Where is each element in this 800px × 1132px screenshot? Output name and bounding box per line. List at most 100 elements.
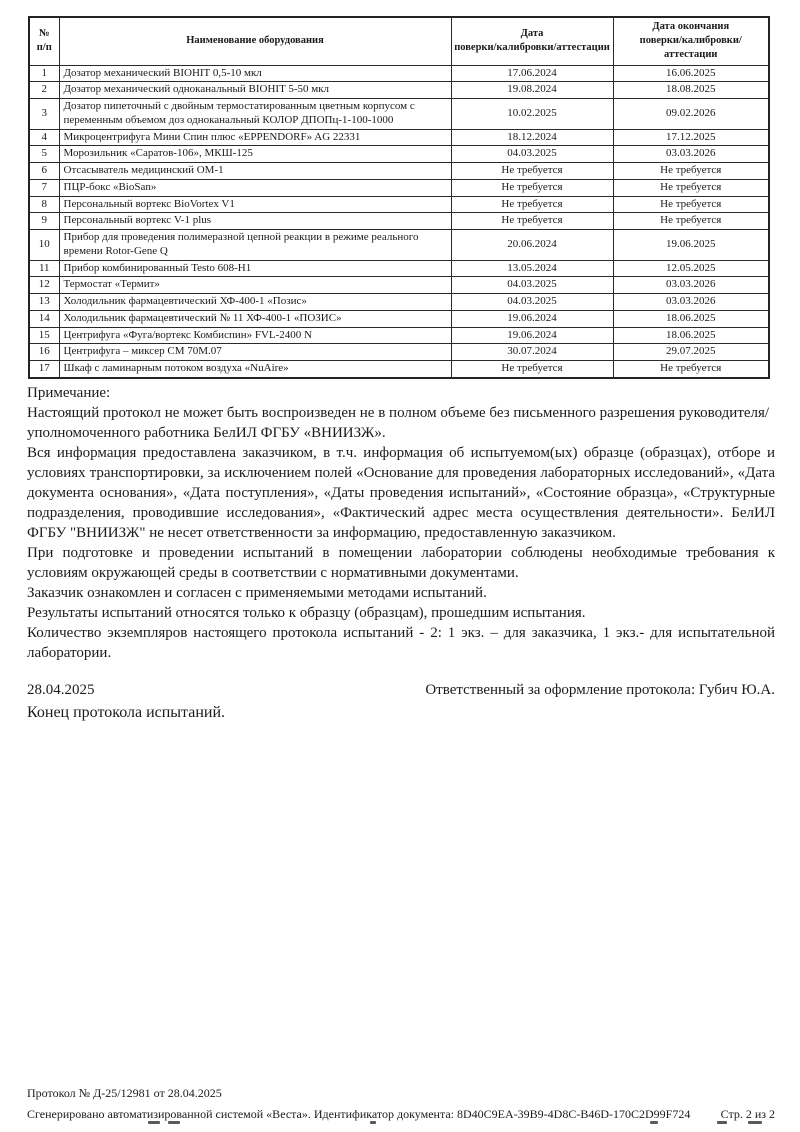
row-number: 10 — [28, 229, 60, 261]
table-row: 2 Дозатор механический одноканальный BIOH… — [28, 81, 770, 100]
header-verification-end-date-line2: поверки/калибровки/аттестации — [639, 35, 742, 61]
header-number-line2: п/п — [36, 42, 52, 54]
note-paragraph: Вся информация предоставлена заказчиком,… — [27, 444, 775, 541]
header-verification-date: Дата поверки/калибровки/аттестации — [450, 16, 614, 66]
verification-date: 04.03.2025 — [450, 276, 614, 295]
equipment-name: Термостат «Термит» — [58, 276, 452, 295]
row-number: 16 — [28, 343, 60, 362]
table-row: 6 Отсасыватель медицинский ОМ-1 Не требует… — [28, 162, 770, 180]
notes-heading: Примечание: — [27, 384, 111, 401]
table-row: 14 Холодильник фармацевтический № 11 ХФ-4… — [28, 309, 770, 328]
header-equipment-name: Наименование оборудования — [58, 16, 452, 66]
footer-protocol-number: Протокол № Д-25/12981 от 28.04.2025 — [27, 1086, 222, 1100]
row-number: 1 — [28, 64, 60, 83]
verification-end-date: Не требуется — [612, 178, 770, 197]
verification-date: 17.06.2024 — [450, 64, 614, 83]
row-number: 5 — [28, 145, 60, 164]
verification-end-date: 16.06.2025 — [612, 64, 770, 83]
verification-date: 04.03.2025 — [450, 293, 614, 311]
verification-end-date: 18.06.2025 — [612, 326, 770, 345]
header-row: № п/п Наименование оборудования Дата пов… — [28, 16, 770, 66]
verification-date: Не требуется — [450, 360, 614, 379]
note-paragraph: Настоящий протокол не может быть воспрои… — [27, 404, 770, 441]
table-row: 17 Шкаф с ламинарным потоком воздуха «NuA… — [28, 360, 770, 379]
equipment-name: Прибор комбинированный Testo 608-H1 — [58, 259, 452, 278]
scan-artifact — [148, 1121, 160, 1124]
row-number: 12 — [28, 276, 60, 295]
table-row: 1 Дозатор механический BIOHIT 0,5-10 мкл 1… — [28, 64, 770, 83]
header-equipment-name-line1: Наименование оборудования — [186, 35, 324, 47]
verification-date: 18.12.2024 — [450, 128, 614, 147]
equipment-name: Центрифуга – миксер СМ 70М.07 — [58, 343, 452, 362]
verification-end-date: 29.07.2025 — [612, 343, 770, 362]
verification-date: 19.06.2024 — [450, 326, 614, 345]
table-row: 15 Центрифуга «Фуга/вортекс Комбиспин» FV… — [28, 326, 770, 345]
equipment-name: Микроцентрифуга Мини Спин плюс «EPPENDOR… — [58, 128, 452, 147]
verification-end-date: Не требуется — [612, 360, 770, 379]
end-of-protocol: Конец протокола испытаний. — [27, 703, 226, 721]
row-number: 9 — [28, 212, 60, 231]
equipment-name: Дозатор механический одноканальный BIOHI… — [58, 81, 452, 100]
verification-date: Не требуется — [450, 178, 614, 197]
verification-date: 10.02.2025 — [450, 98, 614, 130]
table-row: 16 Центрифуга – миксер СМ 70М.07 30.07.202… — [28, 343, 770, 362]
equipment-name: Отсасыватель медицинский ОМ-1 — [58, 162, 452, 180]
verification-date: 20.06.2024 — [450, 229, 614, 261]
row-number: 15 — [28, 326, 60, 345]
responsible-person: Ответственный за оформление протокола: Г… — [425, 681, 775, 698]
verification-end-date: 03.03.2026 — [612, 293, 770, 311]
header-verification-end-date: Дата окончания поверки/калибровки/аттест… — [612, 16, 770, 66]
note-paragraph: При подготовке и проведении испытаний в … — [27, 544, 775, 581]
verification-date: 19.08.2024 — [450, 81, 614, 100]
note-paragraph: Количество экземпляров настоящего проток… — [27, 624, 775, 661]
table-row: 9 Персональный вортекс V-1 plus Не требует… — [28, 212, 770, 231]
equipment-name: Центрифуга «Фуга/вортекс Комбиспин» FVL-… — [58, 326, 452, 345]
verification-end-date: Не требуется — [612, 162, 770, 180]
verification-end-date: 18.08.2025 — [612, 81, 770, 100]
verification-date: 04.03.2025 — [450, 145, 614, 164]
verification-end-date: 19.06.2025 — [612, 229, 770, 261]
verification-end-date: 09.02.2026 — [612, 98, 770, 130]
row-number: 11 — [28, 259, 60, 278]
table-row: 13 Холодильник фармацевтический ХФ-400-1 … — [28, 293, 770, 311]
equipment-table-body: 1 Дозатор механический BIOHIT 0,5-10 мкл 1… — [28, 64, 770, 379]
notes-paragraphs: Настоящий протокол не может быть воспрои… — [27, 403, 775, 663]
header-number: № п/п — [28, 16, 60, 66]
row-number: 6 — [28, 162, 60, 180]
equipment-name: Персональный вортекс BioVortex V1 — [58, 195, 452, 214]
verification-date: Не требуется — [450, 212, 614, 231]
table-row: 3 Дозатор пипеточный с двойным термостати… — [28, 98, 770, 130]
row-number: 14 — [28, 309, 60, 328]
verification-end-date: 03.03.2026 — [612, 145, 770, 164]
table-row: 12 Термостат «Термит» 04.03.2025 03.03.2026 — [28, 276, 770, 295]
table-row: 10 Прибор для проведения полимеразной цеп… — [28, 229, 770, 261]
verification-date: Не требуется — [450, 162, 614, 180]
verification-date: 19.06.2024 — [450, 309, 614, 328]
protocol-date: 28.04.2025 — [27, 681, 95, 698]
scan-artifact — [168, 1121, 180, 1124]
header-number-line1: № — [38, 28, 50, 40]
equipment-table-header: № п/п Наименование оборудования Дата пов… — [28, 16, 770, 66]
equipment-table: № п/п Наименование оборудования Дата пов… — [28, 16, 770, 379]
row-number: 17 — [28, 360, 60, 379]
equipment-name: Персональный вортекс V-1 plus — [58, 212, 452, 231]
equipment-name: Дозатор пипеточный с двойным термостатир… — [58, 98, 452, 130]
footer-generated-row: Сгенерировано автоматизированной системо… — [27, 1107, 775, 1121]
equipment-name: ПЦР-бокс «BioSan» — [58, 178, 452, 197]
row-number: 3 — [28, 98, 60, 130]
equipment-name: Дозатор механический BIOHIT 0,5-10 мкл — [58, 64, 452, 83]
signature-row: 28.04.2025 Ответственный за оформление п… — [27, 681, 775, 700]
footer-generated-info: Сгенерировано автоматизированной системо… — [27, 1107, 691, 1121]
scan-artifact — [748, 1121, 762, 1124]
row-number: 2 — [28, 81, 60, 100]
table-row: 8 Персональный вортекс BioVortex V1 Не тре… — [28, 195, 770, 214]
header-verification-date-line1: Дата — [520, 28, 544, 40]
row-number: 8 — [28, 195, 60, 214]
verification-date: Не требуется — [450, 195, 614, 214]
scan-artifact — [650, 1121, 658, 1124]
notes-section: Примечание: Настоящий протокол не может … — [27, 383, 775, 663]
note-paragraph: Результаты испытаний относятся только к … — [27, 604, 586, 621]
verification-end-date: 03.03.2026 — [612, 276, 770, 295]
table-row: 11 Прибор комбинированный Testo 608-H1 13.… — [28, 259, 770, 278]
